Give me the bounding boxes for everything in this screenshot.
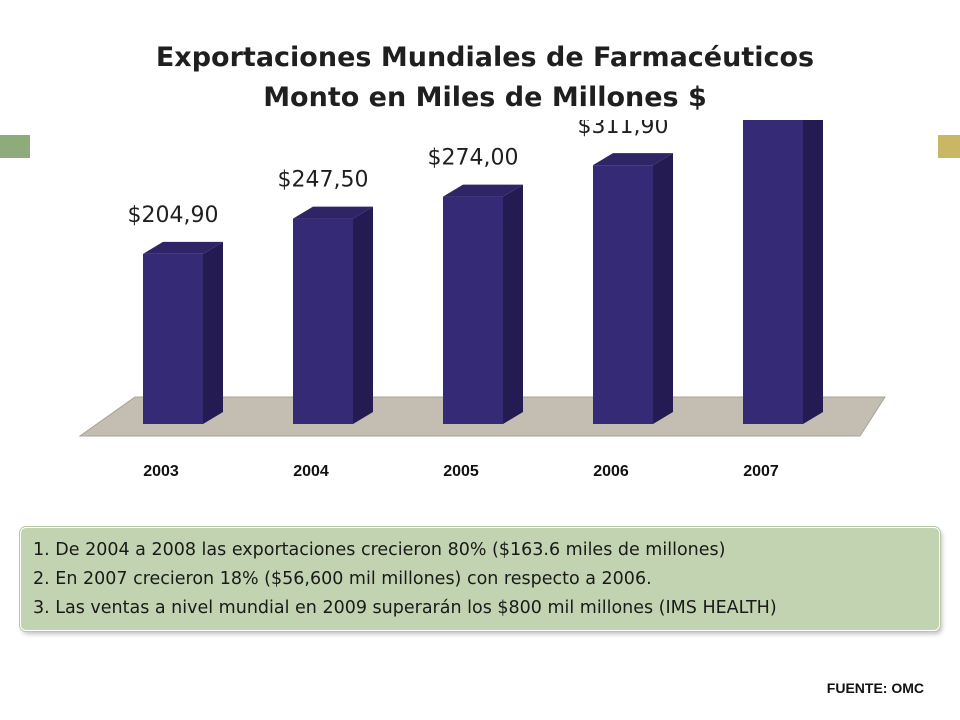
data-label-2003: $204,90 <box>128 203 219 228</box>
notes-box: 1. De 2004 a 2008 las exportaciones crec… <box>20 527 940 631</box>
x-tick-label-2005: 2005 <box>443 463 479 480</box>
accent-square-right <box>938 135 960 158</box>
chart-title: Exportaciones Mundiales de Farmacéuticos <box>155 42 815 73</box>
accent-square-left <box>0 135 30 158</box>
x-tick-label-2007: 2007 <box>743 463 779 480</box>
bar-side-2005 <box>503 184 523 424</box>
x-tick-label-2003: 2003 <box>143 463 179 480</box>
data-label-2005: $274,00 <box>428 146 519 171</box>
bar-2003 <box>143 253 203 424</box>
chart-title-block: Exportaciones Mundiales de Farmacéuticos… <box>0 38 960 118</box>
bar-top-2003 <box>143 241 223 254</box>
bar-side-2003 <box>203 241 223 424</box>
source-label: FUENTE: OMC <box>826 680 924 696</box>
note-line-2: 2. En 2007 crecieron 18% ($56,600 mil mi… <box>33 569 652 589</box>
bar-side-2004 <box>353 206 373 424</box>
note-line-1: 1. De 2004 a 2008 las exportaciones crec… <box>33 540 726 560</box>
bar-chart: $204,90 2003 $247,50 2004 $274,00 2005 $311,90… <box>78 120 886 480</box>
chart-subtitle: Monto en Miles de Millones $ <box>263 82 707 113</box>
bar-2004 <box>293 218 353 424</box>
bar-top-2005 <box>443 184 523 197</box>
note-line-3: 3. Las ventas a nivel mundial en 2009 su… <box>33 598 777 618</box>
bar-top-2006 <box>593 153 673 166</box>
x-tick-label-2004: 2004 <box>293 463 329 480</box>
data-label-2006: $311,90 <box>578 120 669 139</box>
x-tick-label-2006: 2006 <box>593 463 629 480</box>
data-label-2004: $247,50 <box>278 168 369 193</box>
bar-2006 <box>593 165 653 425</box>
bar-top-2004 <box>293 206 373 219</box>
bar-2007 <box>743 120 803 425</box>
bar-side-2006 <box>653 153 673 425</box>
bar-side-2007 <box>803 120 823 424</box>
bar-2005 <box>443 196 503 424</box>
